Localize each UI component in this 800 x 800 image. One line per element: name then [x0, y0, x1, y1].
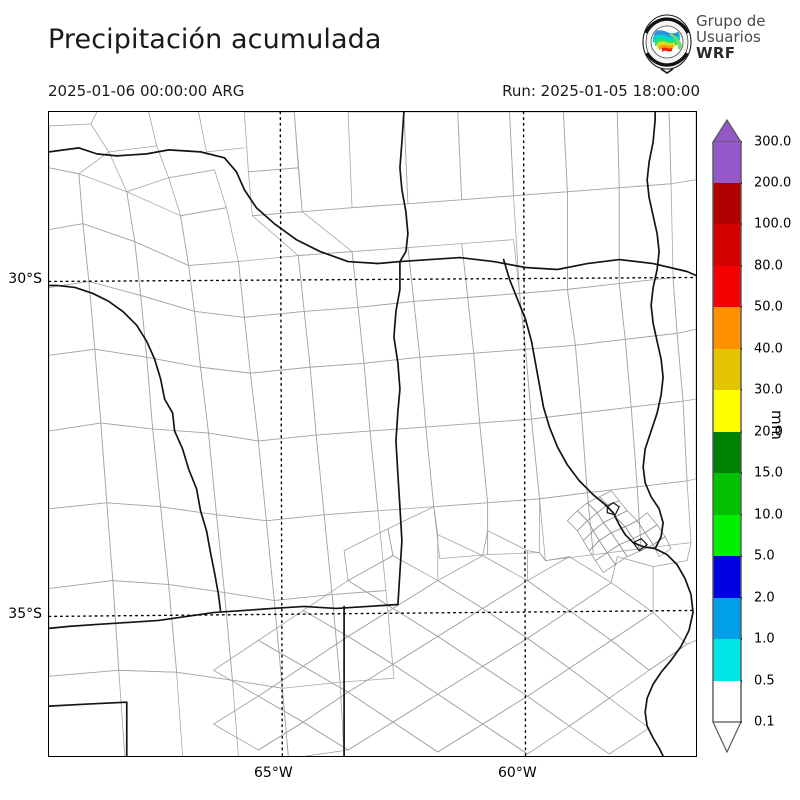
colorbar-tick-label-2: 2.0	[754, 590, 775, 606]
colorbar-under-arrow	[712, 721, 742, 754]
colorbar-tick-label-300: 300.0	[754, 134, 792, 150]
logo-line-2: Usuarios	[696, 27, 761, 46]
globe-seal-icon	[642, 14, 692, 74]
colorbar-tick-label-100: 100.0	[754, 216, 792, 232]
colorbar[interactable]: 300.0 200.0 100.0 80.0 50.0 40.0 30.0 20…	[712, 118, 791, 758]
band-5-10	[713, 515, 741, 556]
colorbar-tick-label-50: 50.0	[754, 299, 783, 315]
wrf-user-group-logo: Grupo de Usuarios WRF	[641, 13, 796, 79]
logo-line-1: Grupo de	[696, 12, 766, 30]
band-30-40	[713, 349, 741, 390]
band-200-300	[713, 142, 741, 183]
page-title: Precipitación acumulada	[48, 24, 382, 55]
colorbar-tick-label-40: 40.0	[754, 341, 783, 357]
valid-time-label: 2025-01-06 00:00:00 ARG	[48, 82, 245, 100]
colorbar-tick-label-5: 5.0	[754, 548, 775, 564]
y-axis-tick-35S: 35°S	[8, 606, 42, 622]
graticule-lat-35S	[49, 609, 696, 618]
department-boundaries	[49, 112, 696, 756]
band-15-20	[713, 432, 741, 473]
band-50-80	[713, 266, 741, 307]
colorbar-tick-label-0.1: 0.1	[754, 714, 775, 730]
colorbar-swatches	[712, 118, 742, 754]
colorbar-tick-label-20: 20.0	[754, 424, 783, 440]
band-10-15	[713, 473, 741, 515]
colorbar-tick-label-10: 10.0	[754, 507, 783, 523]
band-0.5-1	[713, 639, 741, 681]
province-boundaries	[49, 112, 696, 756]
colorbar-unit-label: mm	[768, 410, 786, 441]
map-plot-area[interactable]	[48, 111, 697, 757]
colorbar-tick-label-200: 200.0	[754, 175, 792, 191]
graticule	[49, 112, 696, 756]
band-20-30	[713, 390, 741, 432]
colorbar-tick-label-80: 80.0	[754, 258, 783, 274]
colorbar-tick-label-30: 30.0	[754, 382, 783, 398]
map-background	[49, 112, 696, 756]
band-100-200	[713, 183, 741, 224]
x-axis-tick-60W: 60°W	[498, 765, 537, 781]
band-40-50	[713, 307, 741, 349]
band-0.1-0.5	[713, 681, 741, 722]
colorbar-tick-label-1: 1.0	[754, 631, 775, 647]
colorbar-over-arrow	[712, 118, 742, 143]
y-axis-tick-30S: 30°S	[8, 271, 42, 287]
band-80-100	[713, 224, 741, 266]
run-time-label: Run: 2025-01-05 18:00:00	[502, 82, 700, 100]
logo-line-brand: WRF	[696, 43, 736, 62]
x-axis-tick-65W: 65°W	[254, 765, 293, 781]
band-1-2	[713, 598, 741, 639]
logo-text: Grupo de Usuarios WRF	[696, 12, 796, 62]
band-2-5	[713, 556, 741, 598]
colorbar-tick-label-15: 15.0	[754, 465, 783, 481]
map-canvas	[49, 112, 696, 756]
colorbar-tick-label-0.5: 0.5	[754, 673, 775, 689]
graticule-lat-30S	[49, 276, 696, 283]
